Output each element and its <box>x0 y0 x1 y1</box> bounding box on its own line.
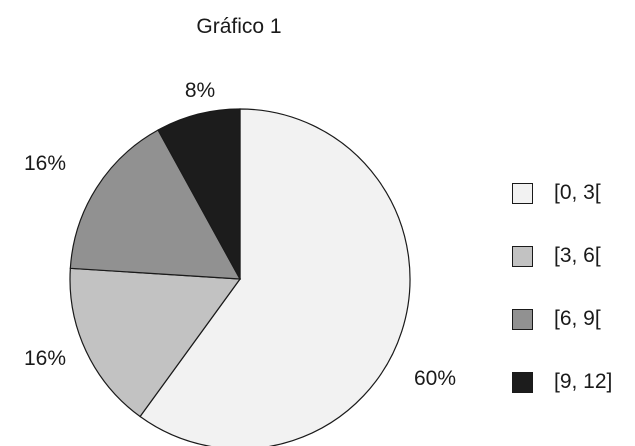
legend-swatch-3 <box>512 308 533 330</box>
legend: [0, 3[ [3, 6[ [6, 9[ [9, 12] <box>512 181 613 393</box>
slice-value-label-1: 60% <box>414 367 456 390</box>
pie-slice-4 <box>157 108 241 280</box>
chart-title: Gráfico 1 <box>196 15 282 38</box>
legend-label-2: [3, 6[ <box>554 244 601 267</box>
slice-value-label-3: 16% <box>24 152 66 175</box>
slice-value-label-4: 8% <box>185 79 215 102</box>
legend-item-2: [3, 6[ <box>512 244 612 267</box>
legend-item-1: [0, 3[ <box>512 181 612 204</box>
legend-label-4: [9, 12] <box>554 370 613 393</box>
legend-swatch-4 <box>512 371 533 393</box>
legend-swatch-1 <box>512 182 533 204</box>
legend-label-1: [0, 3[ <box>554 181 601 204</box>
legend-label-3: [6, 9[ <box>554 307 601 330</box>
pie-slice-2 <box>69 267 242 418</box>
pie-slice-1 <box>139 108 411 446</box>
slice-value-label-2: 16% <box>24 347 66 370</box>
legend-item-3: [6, 9[ <box>512 307 612 330</box>
legend-item-4: [9, 12] <box>512 370 613 393</box>
legend-swatch-2 <box>512 245 533 267</box>
pie-slice-3 <box>69 129 242 280</box>
